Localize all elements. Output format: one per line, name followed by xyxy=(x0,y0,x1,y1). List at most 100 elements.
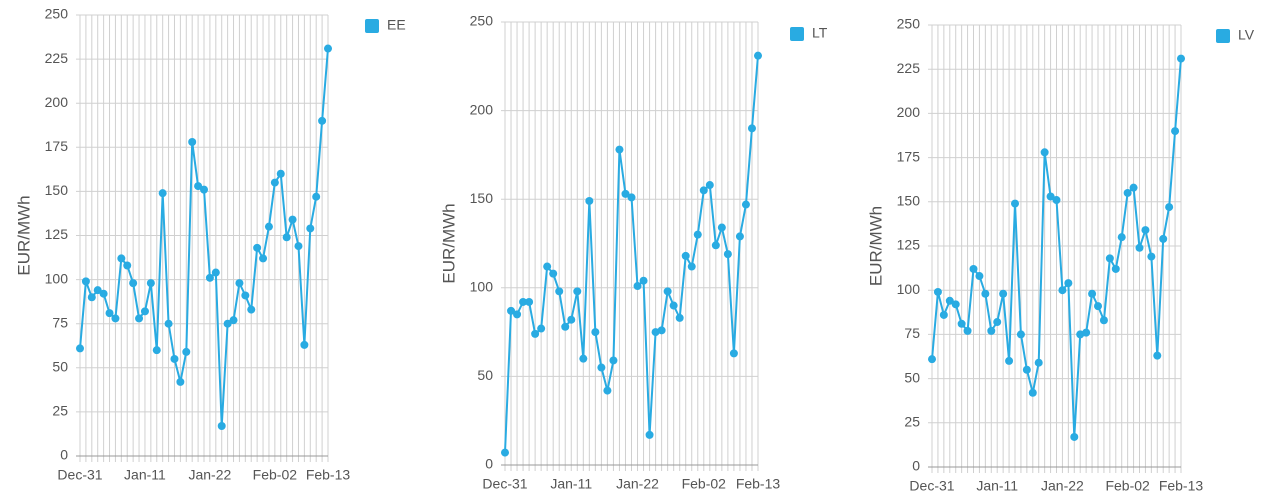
point xyxy=(717,223,726,232)
point xyxy=(669,301,678,310)
point xyxy=(729,349,738,358)
point xyxy=(573,287,582,296)
point xyxy=(519,297,528,306)
point xyxy=(87,293,96,302)
point xyxy=(723,250,732,259)
point xyxy=(188,138,197,147)
point xyxy=(1123,188,1132,197)
point xyxy=(182,347,191,356)
y-tick-label: 75 xyxy=(904,325,920,341)
point xyxy=(567,315,576,324)
y-tick-label: 250 xyxy=(470,13,494,29)
point xyxy=(229,316,238,325)
point xyxy=(561,322,570,331)
point xyxy=(176,377,185,386)
x-tick-label: Feb-02 xyxy=(682,476,727,492)
point xyxy=(513,310,522,319)
x-tick-label: Feb-02 xyxy=(253,467,298,483)
point xyxy=(621,189,630,198)
point xyxy=(306,224,315,233)
point xyxy=(1094,302,1102,311)
point xyxy=(1046,192,1055,201)
point xyxy=(1165,203,1174,212)
point xyxy=(993,318,1002,327)
point xyxy=(135,314,144,323)
point xyxy=(705,181,714,190)
legend-swatch xyxy=(365,19,379,33)
point xyxy=(1064,279,1073,288)
point xyxy=(525,297,534,306)
point xyxy=(93,286,102,295)
point xyxy=(1058,286,1067,295)
point xyxy=(81,277,90,286)
point xyxy=(639,276,648,285)
y-axis-label: EUR/MWh xyxy=(439,203,458,283)
y-tick-label: 0 xyxy=(912,458,920,474)
y-tick-label: 0 xyxy=(60,447,68,463)
point xyxy=(1135,243,1144,252)
y-tick-label: 200 xyxy=(897,104,921,120)
point xyxy=(312,192,321,201)
point xyxy=(741,200,750,209)
point xyxy=(987,326,996,335)
x-tick-label: Feb-13 xyxy=(1159,478,1204,494)
point xyxy=(1070,432,1079,441)
point xyxy=(651,328,660,337)
point xyxy=(253,243,262,252)
y-tick-label: 150 xyxy=(45,182,69,198)
y-tick-label: 125 xyxy=(45,226,69,242)
point xyxy=(981,289,990,298)
point xyxy=(129,279,138,288)
x-tick-label: Jan-11 xyxy=(550,476,592,492)
point xyxy=(555,287,564,296)
point xyxy=(1129,183,1138,192)
point xyxy=(105,309,114,318)
y-tick-label: 200 xyxy=(45,94,69,110)
x-tick-label: Jan-11 xyxy=(124,467,166,483)
y-tick-label: 100 xyxy=(897,281,921,297)
point xyxy=(282,233,291,242)
y-tick-label: 150 xyxy=(897,193,921,209)
point xyxy=(1005,356,1014,365)
y-tick-label: 150 xyxy=(470,190,494,206)
point xyxy=(969,264,978,273)
point xyxy=(1011,199,1019,208)
y-tick-label: 200 xyxy=(470,101,494,117)
point xyxy=(1105,254,1114,263)
point xyxy=(1082,328,1091,337)
point xyxy=(205,273,214,282)
point xyxy=(963,326,972,335)
point xyxy=(999,289,1008,298)
point xyxy=(117,254,126,263)
point xyxy=(217,422,226,431)
point xyxy=(294,242,303,251)
point xyxy=(164,319,173,328)
y-axis-label: EUR/MWh xyxy=(14,195,33,275)
x-tick-label: Jan-22 xyxy=(1041,478,1084,494)
point xyxy=(975,272,984,281)
point xyxy=(270,178,279,187)
y-tick-label: 175 xyxy=(897,148,921,164)
point xyxy=(501,448,509,457)
x-tick-label: Feb-02 xyxy=(1105,478,1150,494)
y-axis-label: EUR/MWh xyxy=(866,206,885,286)
point xyxy=(675,313,684,322)
point xyxy=(699,186,708,195)
point xyxy=(957,319,966,328)
point xyxy=(711,241,720,250)
point xyxy=(747,124,756,133)
point xyxy=(241,291,250,300)
point xyxy=(288,215,297,224)
point xyxy=(324,44,332,53)
point xyxy=(609,356,618,365)
y-tick-label: 125 xyxy=(897,237,921,253)
point xyxy=(531,329,540,338)
point xyxy=(615,145,624,154)
point xyxy=(1111,264,1120,273)
legend-swatch xyxy=(1216,29,1230,43)
point xyxy=(537,324,546,333)
y-tick-label: 75 xyxy=(52,314,68,330)
point xyxy=(687,262,696,271)
